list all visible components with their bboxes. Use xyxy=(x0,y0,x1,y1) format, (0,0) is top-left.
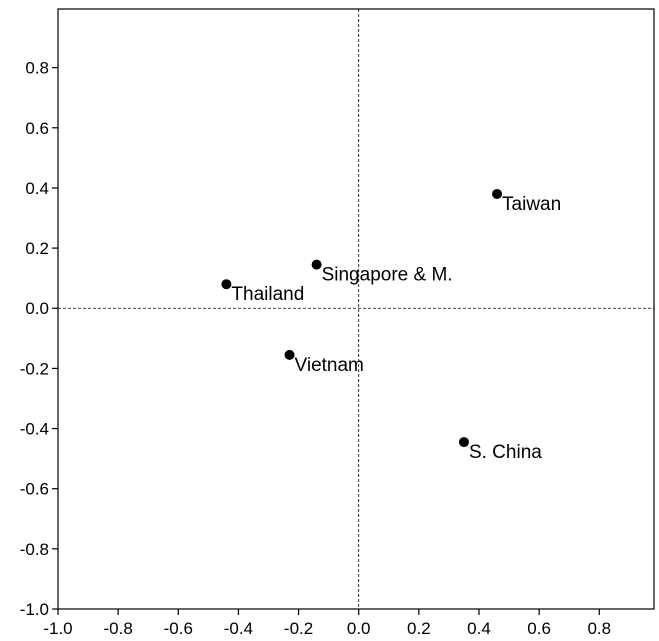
data-point xyxy=(221,279,232,290)
y-tick-label: -0.8 xyxy=(20,540,49,559)
y-tick-label: 0.4 xyxy=(25,179,49,198)
data-point xyxy=(284,349,295,360)
data-points: Taiwan Singapore & M. Thailand Vietnam S. Ch… xyxy=(221,188,561,463)
data-point xyxy=(492,188,503,199)
data-point xyxy=(458,437,469,448)
point-label: Taiwan xyxy=(502,194,561,215)
x-tick-label: 0.8 xyxy=(587,619,611,638)
y-tick-label: -0.6 xyxy=(20,480,49,499)
x-tick-label: 0.2 xyxy=(407,619,431,638)
plot-frame xyxy=(57,8,655,610)
y-tick-label: 0.8 xyxy=(25,59,49,78)
data-point xyxy=(311,259,322,270)
reference-lines xyxy=(58,9,654,609)
y-tick-label: 0.0 xyxy=(25,299,49,318)
x-tick-label: -1.0 xyxy=(43,619,72,638)
point-label: Singapore & M. xyxy=(322,265,453,286)
point-label: Vietnam xyxy=(295,355,364,376)
y-tick-label: 0.2 xyxy=(25,239,49,258)
x-axis: -1.0 -0.8 -0.6 -0.4 -0.2 0.0 0.2 0.4 0.6 0.8 xyxy=(43,609,611,638)
point-label: S. China xyxy=(469,442,542,463)
x-tick-label: 0.6 xyxy=(527,619,551,638)
y-tick-label: -1.0 xyxy=(20,600,49,619)
y-axis: -1.0 -0.8 -0.6 -0.4 -0.2 0.0 0.2 0.4 0.6 0.8 xyxy=(20,59,58,619)
x-tick-label: -0.8 xyxy=(103,619,132,638)
y-tick-label: -0.2 xyxy=(20,359,49,378)
x-tick-label: -0.6 xyxy=(164,619,193,638)
x-tick-label: -0.2 xyxy=(284,619,313,638)
x-tick-label: -0.4 xyxy=(224,619,253,638)
y-tick-label: -0.4 xyxy=(20,420,49,439)
y-tick-label: 0.6 xyxy=(25,119,49,138)
x-tick-label: 0.0 xyxy=(347,619,371,638)
point-label: Thailand xyxy=(231,284,304,305)
x-tick-label: 0.4 xyxy=(467,619,491,638)
